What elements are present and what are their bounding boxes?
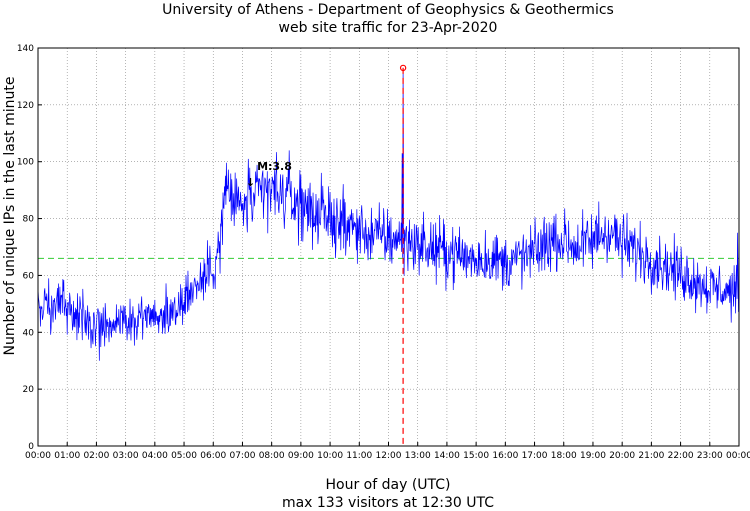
x-tick-label: 08:00 — [259, 451, 285, 461]
x-tick-label: 11:00 — [346, 451, 372, 461]
x-tick-label: 03:00 — [113, 451, 139, 461]
y-tick-label: 140 — [17, 44, 34, 54]
annotation-label: M:3.8 — [257, 160, 292, 173]
x-tick-label: 01:00 — [54, 451, 80, 461]
x-tick-label: 02:00 — [83, 451, 109, 461]
y-axis-label: Number of unique IPs in the last minute — [2, 77, 18, 356]
y-tick-label: 0 — [28, 442, 34, 452]
max-marker-point — [399, 64, 407, 72]
y-tick-label: 20 — [23, 385, 35, 395]
x-tick-label: 12:00 — [376, 451, 402, 461]
x-tick-label: 13:00 — [405, 451, 431, 461]
x-tick-label: 00:00 — [726, 451, 750, 461]
annotation-arrow: ↓ — [246, 176, 255, 189]
tick-label-layer: 00:00 01:00 02:00 03:00 04:00 05:00 06:00 07:00… — [17, 44, 750, 461]
y-tick-label: 120 — [17, 101, 34, 111]
chart-subtitle: web site traffic for 23-Apr-2020 — [279, 20, 498, 36]
y-tick-label: 80 — [23, 215, 35, 225]
x-tick-label: 20:00 — [609, 451, 635, 461]
x-tick-label: 15:00 — [463, 451, 489, 461]
x-tick-label: 09:00 — [288, 451, 314, 461]
x-axis-label: Hour of day (UTC) — [326, 477, 451, 493]
x-tick-label: 10:00 — [317, 451, 343, 461]
y-tick-label: 100 — [17, 158, 34, 168]
annotation-layer: M:3.8↓ — [246, 160, 292, 189]
x-tick-label: 00:00 — [25, 451, 51, 461]
plot-frame — [37, 47, 740, 447]
x-tick-label: 16:00 — [492, 451, 518, 461]
x-tick-label: 07:00 — [229, 451, 255, 461]
x-tick-label: 22:00 — [668, 451, 694, 461]
x-tick-label: 19:00 — [580, 451, 606, 461]
x-tick-label: 23:00 — [697, 451, 723, 461]
chart-caption: max 133 visitors at 12:30 UTC — [282, 495, 494, 511]
y-tick-label: 60 — [23, 271, 35, 281]
x-tick-label: 06:00 — [200, 451, 226, 461]
chart-title: University of Athens - Department of Geo… — [162, 2, 614, 18]
x-tick-label: 18:00 — [551, 451, 577, 461]
x-tick-label: 21:00 — [638, 451, 664, 461]
max-marker-layer — [399, 64, 407, 446]
x-tick-label: 14:00 — [434, 451, 460, 461]
traffic-series-line — [37, 67, 740, 361]
x-tick-label: 05:00 — [171, 451, 197, 461]
x-tick-label: 17:00 — [522, 451, 548, 461]
y-tick-label: 40 — [23, 328, 35, 338]
x-tick-label: 04:00 — [142, 451, 168, 461]
series-layer — [37, 67, 740, 361]
